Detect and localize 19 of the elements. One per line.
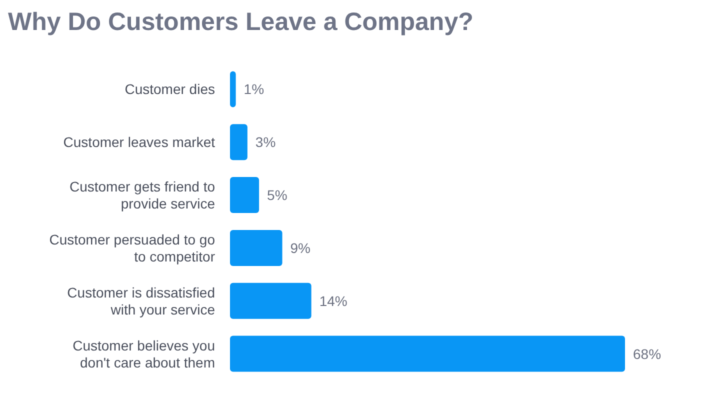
data-label: 3% <box>255 134 276 150</box>
y-tick-label: Customer leaves market <box>63 134 216 150</box>
data-label: 1% <box>244 81 264 98</box>
y-tick-label: Customer dies <box>124 81 215 98</box>
data-label: 9% <box>290 240 311 256</box>
y-tick-label: Customer persuaded to go to competitor <box>49 231 216 264</box>
bar <box>230 71 236 108</box>
bar <box>230 230 282 266</box>
y-tick-label: Customer believes you don't care about them <box>72 337 215 370</box>
chart-title: Why Do Customers Leave a Company? <box>8 8 474 36</box>
data-label: 14% <box>319 292 348 309</box>
bar <box>230 336 625 372</box>
y-tick-label: Customer is dissatisfied with your service <box>67 284 216 318</box>
bar <box>230 282 312 319</box>
data-label: 68% <box>633 346 662 362</box>
bar <box>230 177 260 214</box>
data-label: 5% <box>267 187 288 204</box>
bar <box>230 124 248 160</box>
y-tick-label: Customer gets friend to provide service <box>69 178 216 212</box>
